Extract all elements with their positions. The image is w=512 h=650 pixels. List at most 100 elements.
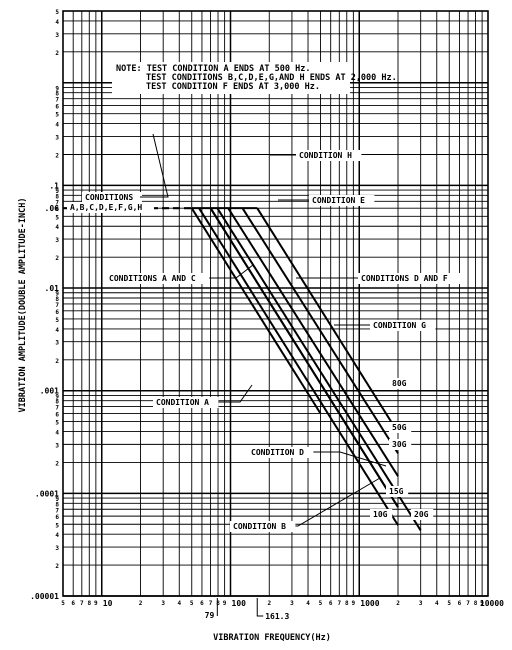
y-minor-tick-label: 6 (55, 104, 59, 111)
x-minor-tick-label: 5 (319, 600, 323, 607)
y-minor-tick-label: 8 (55, 399, 59, 406)
x-minor-tick-label: 5 (190, 600, 194, 607)
series-line-6 (241, 207, 399, 454)
y-major-tick-label: .1 (49, 181, 59, 190)
y-minor-tick-label: 8 (55, 501, 59, 508)
x-minor-tick-label: 9 (352, 600, 356, 607)
y-minor-tick-label: 3 (55, 442, 59, 449)
annot-condition-g: CONDITION G (373, 321, 426, 330)
y-minor-tick-label: 4 (55, 327, 59, 334)
y-minor-tick-label: 5 (55, 112, 59, 119)
chart-grid (62, 10, 489, 597)
annot-condition-d-bg (248, 447, 314, 458)
annot-condition-d: CONDITION D (251, 448, 304, 457)
x-minor-tick-label: 7 (337, 600, 341, 607)
y-major-tick-label: .01 (45, 284, 60, 293)
annot-condition-g-bg (370, 320, 436, 331)
annot-condition-a-bg (153, 397, 219, 408)
y-minor-tick-label: 3 (55, 134, 59, 141)
y-minor-tick-label: 2 (55, 460, 59, 467)
x-minor-tick-label: 6 (200, 600, 204, 607)
annot-condition-b-bg (230, 521, 296, 532)
y-extra-tick-label: .06 (45, 204, 60, 213)
y-axis-ticks: 2345678923456789234567892345678923456789… (30, 9, 59, 601)
x-major-tick-label: 10000 (480, 599, 504, 608)
y-minor-tick-label: 4 (55, 19, 59, 26)
y-minor-tick-label: 7 (55, 405, 59, 412)
annot-conditions-df-bg (358, 273, 462, 284)
note-line-3: TEST CONDITION F ENDS AT 3,000 Hz. (146, 82, 320, 92)
x-minor-tick-label: 2 (396, 600, 400, 607)
g-label-1-bg (389, 422, 412, 433)
g-label-3-bg (386, 486, 409, 497)
x-major-tick-label: 10 (103, 599, 113, 608)
series-line-0 (190, 207, 322, 415)
x-minor-tick-label: 8 (216, 600, 220, 607)
y-minor-tick-label: 2 (55, 50, 59, 57)
g-label-0: 80G (392, 379, 407, 388)
g-label-1: 50G (392, 423, 407, 432)
x-minor-tick-label: 9 (94, 600, 98, 607)
y-minor-tick-label: 2 (55, 255, 59, 262)
annot-conditions-ac-bg (106, 273, 210, 284)
series-line-5 (227, 207, 399, 477)
x-major-tick-label: 1000 (360, 599, 379, 608)
note-background (112, 62, 350, 94)
marker-161-line (256, 598, 264, 617)
g-label-4: 10G (373, 510, 388, 519)
g-label-2: 30G (392, 440, 407, 449)
y-minor-tick-label: 3 (55, 340, 59, 347)
marker-161-label: 161.3 (265, 612, 289, 621)
y-axis-label: VIBRATION AMPLITUDE(DOUBLE AMPLITUDE-INC… (18, 198, 28, 413)
series-line-3 (216, 207, 422, 531)
y-minor-tick-label: 2 (55, 152, 59, 159)
annot-condition-b-leader (295, 477, 381, 527)
annot-conditions-df: CONDITIONS D AND F (361, 274, 448, 283)
y-major-tick-label: .00001 (30, 592, 59, 601)
x-minor-tick-label: 6 (329, 600, 333, 607)
annot-conditions-all: CONDITIONS (85, 193, 133, 202)
series-line-4 (209, 207, 399, 508)
annot-condition-e-bg (309, 195, 375, 206)
y-minor-tick-label: 9 (55, 393, 59, 400)
x-minor-tick-label: 3 (419, 600, 423, 607)
annot-conditions-all-bg (82, 192, 142, 203)
y-minor-tick-label: 5 (55, 522, 59, 529)
y-minor-tick-label: 4 (55, 224, 59, 231)
y-minor-tick-label: 9 (55, 85, 59, 92)
y-major-tick-label: .0001 (35, 489, 59, 498)
x-minor-tick-label: 5 (61, 600, 65, 607)
annot-conditions-ac-leader (209, 264, 254, 279)
y-minor-tick-label: 6 (55, 206, 59, 213)
g-label-4-bg (370, 509, 393, 520)
y-minor-tick-label: 3 (55, 237, 59, 244)
x-minor-tick-label: 4 (177, 600, 181, 607)
marker-79-label: 79 (205, 611, 215, 620)
y-minor-tick-label: 2 (55, 563, 59, 570)
x-axis-ticks: 5 6 7 8 9 2 3 4 5 6 7 8 9 2 3 4 5 6 7 8 9 2 3 4 5 6 7 8 910 100 1000 10… (61, 598, 504, 621)
annot-condition-d-leader (313, 451, 387, 467)
x-minor-tick-label: 3 (290, 600, 294, 607)
y-minor-tick-label: 9 (55, 291, 59, 298)
y-minor-tick-label: 7 (55, 97, 59, 104)
x-minor-tick-label: 8 (87, 600, 91, 607)
y-minor-tick-label: 3 (55, 32, 59, 39)
g-label-2-bg (389, 439, 412, 450)
x-minor-tick-label: 4 (435, 600, 439, 607)
y-minor-tick-label: 7 (55, 199, 59, 206)
x-minor-tick-label: 8 (345, 600, 349, 607)
y-minor-tick-label: 7 (55, 507, 59, 514)
x-minor-tick-label: 7 (80, 600, 84, 607)
annot-condition-e: CONDITION E (312, 196, 365, 205)
x-minor-tick-label: 9 (223, 600, 227, 607)
series-line-7 (256, 207, 399, 434)
x-minor-tick-label: 2 (139, 600, 143, 607)
chart-note: NOTE: TEST CONDITION A ENDS AT 500 Hz. T… (112, 62, 397, 94)
x-minor-tick-label: 7 (466, 600, 470, 607)
y-minor-tick-label: 6 (55, 411, 59, 418)
y-minor-tick-label: 6 (55, 309, 59, 316)
annot-condition-h-bg (296, 150, 362, 161)
note-line-1: NOTE: TEST CONDITION A ENDS AT 500 Hz. (116, 64, 310, 74)
